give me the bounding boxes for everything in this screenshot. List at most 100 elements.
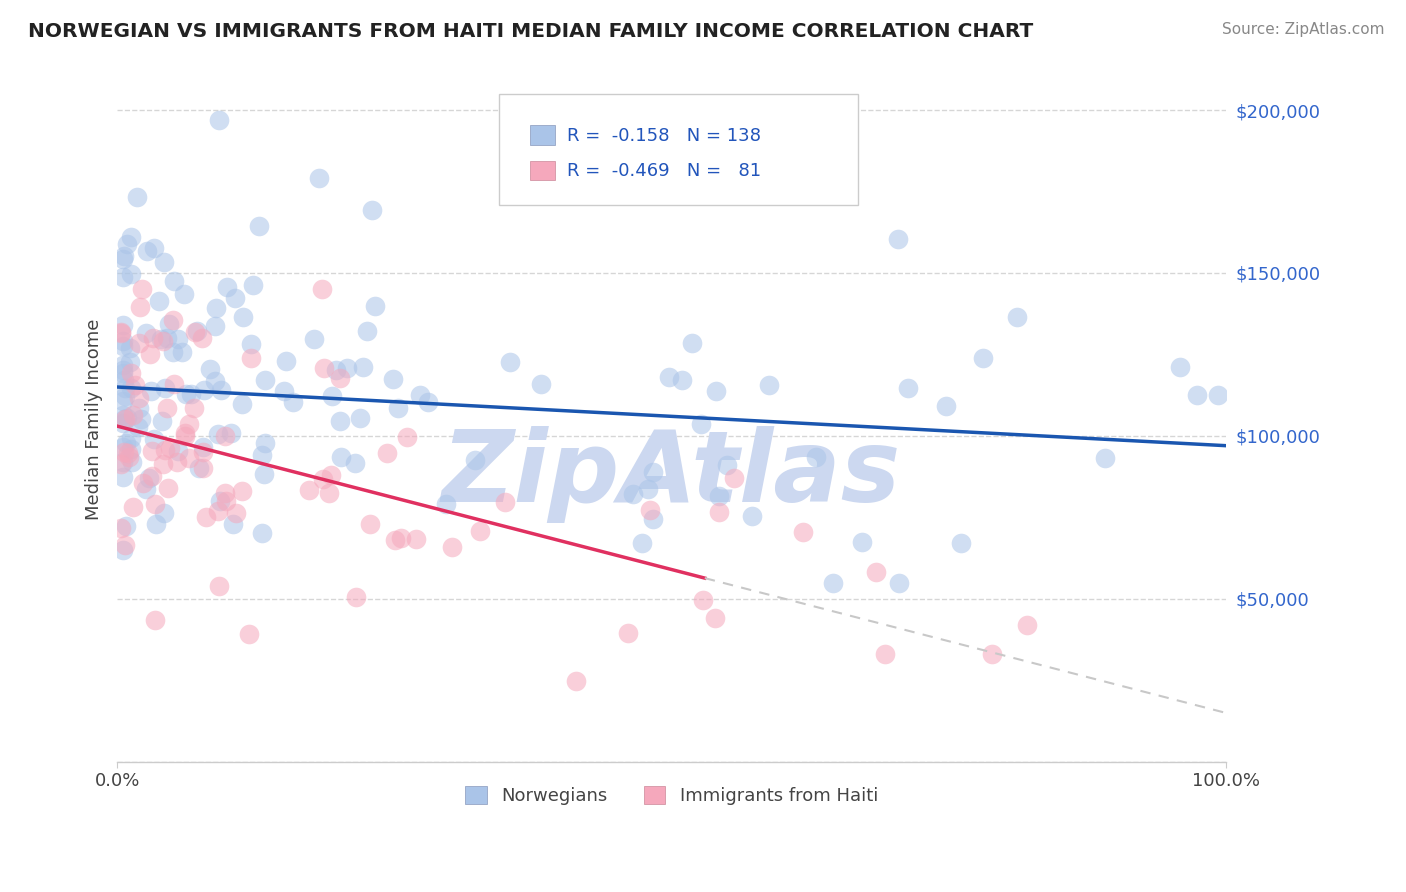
Point xyxy=(207,426,229,441)
Point xyxy=(145,497,167,511)
Point xyxy=(112,373,135,387)
Point xyxy=(468,524,491,538)
Point xyxy=(193,460,215,475)
Point xyxy=(162,313,184,327)
Point xyxy=(190,331,212,345)
Point xyxy=(162,376,184,391)
Point xyxy=(187,461,209,475)
Point xyxy=(111,363,134,377)
Point xyxy=(193,383,215,397)
Point xyxy=(494,495,516,509)
Point xyxy=(184,325,207,339)
Point xyxy=(156,481,179,495)
Point xyxy=(128,392,150,406)
Point xyxy=(232,310,254,325)
Point xyxy=(1206,388,1229,402)
Point xyxy=(167,332,190,346)
Point xyxy=(159,441,181,455)
Point xyxy=(658,369,681,384)
Point xyxy=(707,505,730,519)
Point xyxy=(111,334,134,349)
Point xyxy=(273,384,295,398)
Point xyxy=(208,113,231,128)
Point xyxy=(111,318,134,332)
Point xyxy=(152,458,174,472)
Point xyxy=(135,244,157,258)
Point xyxy=(120,267,142,281)
Point xyxy=(247,219,270,233)
Point xyxy=(214,429,236,443)
Point xyxy=(183,401,205,415)
Point xyxy=(111,543,134,558)
Point xyxy=(153,507,176,521)
Point xyxy=(349,411,371,425)
Point xyxy=(131,476,153,491)
Point xyxy=(111,417,134,431)
Point xyxy=(231,484,253,499)
Point xyxy=(112,249,135,263)
Point xyxy=(156,331,179,345)
Point xyxy=(114,538,136,552)
Point xyxy=(128,336,150,351)
Point xyxy=(792,524,814,539)
Point xyxy=(318,485,340,500)
Point xyxy=(120,442,142,456)
Point xyxy=(204,374,226,388)
Point xyxy=(179,417,201,432)
Point xyxy=(637,482,659,496)
Point xyxy=(214,486,236,500)
Point xyxy=(174,387,197,401)
Point xyxy=(111,469,134,483)
Point xyxy=(302,333,325,347)
Point xyxy=(972,351,994,365)
Point xyxy=(120,229,142,244)
Point xyxy=(111,358,134,372)
Point xyxy=(141,444,163,458)
Point xyxy=(120,366,142,380)
Point xyxy=(200,362,222,376)
Point xyxy=(441,540,464,554)
Point xyxy=(565,673,588,688)
Point xyxy=(153,381,176,395)
Point xyxy=(217,280,239,294)
Point xyxy=(638,502,661,516)
Point xyxy=(1168,359,1191,374)
Point xyxy=(111,252,134,266)
Point xyxy=(409,387,432,401)
Point xyxy=(276,354,298,368)
Point xyxy=(631,535,654,549)
Point xyxy=(111,269,134,284)
Point xyxy=(716,458,738,472)
Point xyxy=(135,483,157,497)
Point xyxy=(1094,450,1116,465)
Point xyxy=(873,647,896,661)
Point xyxy=(1185,387,1208,401)
Point xyxy=(329,371,352,385)
Point xyxy=(325,363,347,377)
Point xyxy=(239,337,262,351)
Point xyxy=(115,411,138,425)
Point xyxy=(396,430,419,444)
Point xyxy=(207,504,229,518)
Point xyxy=(643,466,665,480)
Point xyxy=(112,412,135,426)
Point xyxy=(143,432,166,446)
Point xyxy=(336,360,359,375)
Point xyxy=(127,420,149,434)
Point xyxy=(643,512,665,526)
Point xyxy=(120,431,142,445)
Point xyxy=(153,255,176,269)
Point xyxy=(364,299,387,313)
Point xyxy=(166,455,188,469)
Point xyxy=(219,426,242,441)
Point xyxy=(110,457,132,471)
Point xyxy=(150,414,173,428)
Point xyxy=(128,401,150,416)
Point xyxy=(191,440,214,454)
Point xyxy=(117,446,139,460)
Point xyxy=(142,330,165,344)
Point xyxy=(150,332,173,346)
Point xyxy=(689,417,711,431)
Point xyxy=(111,339,134,353)
Point xyxy=(195,510,218,524)
